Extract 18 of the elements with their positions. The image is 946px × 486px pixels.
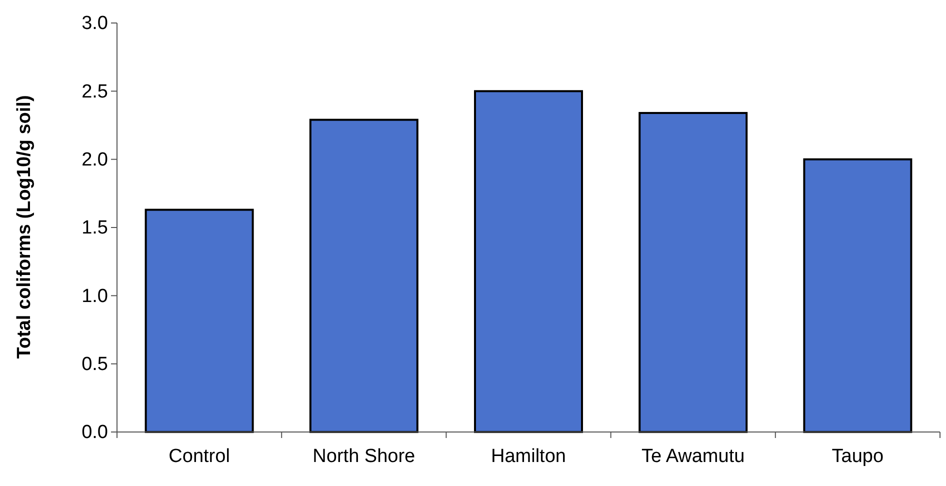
y-tick-label: 1.5 [82,218,108,239]
y-tick-label: 3.0 [82,13,108,34]
y-tick-label: 1.0 [82,286,108,307]
x-tick-label: Te Awamutu [642,446,745,467]
y-tick-label: 2.0 [82,149,108,170]
y-tick-label: 0.0 [82,422,108,444]
bar [309,118,418,433]
y-tick-label: 2.5 [82,81,108,102]
bar [638,112,748,433]
x-tick-label: Hamilton [491,446,566,467]
bar [803,158,912,433]
x-tick-label: Control [168,446,230,467]
y-axis-title: Total coliforms (Log10/g soil) [14,95,35,359]
bar [474,90,583,433]
y-tick-label: 0.5 [82,354,108,375]
x-tick-label: North Shore [312,446,416,467]
x-tick-label: Taupo [832,446,884,467]
bar [144,208,254,433]
